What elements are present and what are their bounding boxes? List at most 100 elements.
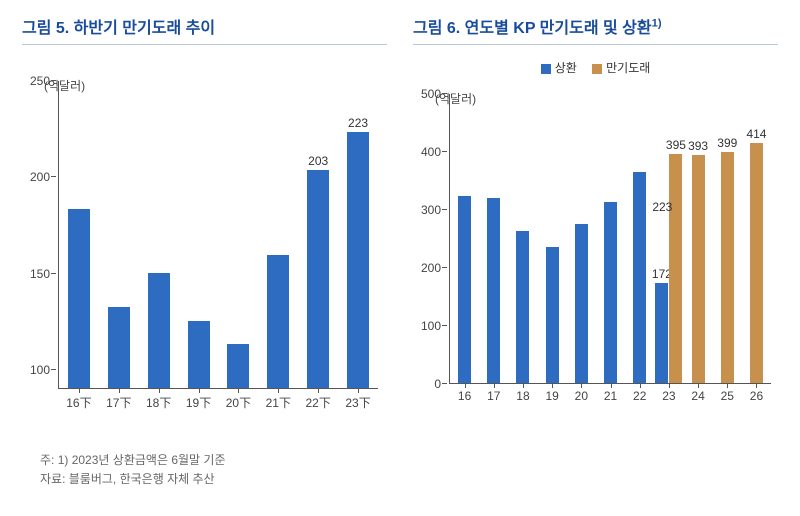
xtick-label: 23下 — [338, 394, 378, 411]
chart-right-title-sup: 1) — [652, 18, 662, 30]
bar-value-label: 414 — [746, 127, 766, 141]
bar: 393 — [692, 155, 705, 383]
bar — [575, 224, 588, 383]
bar-value-label: 393 — [688, 139, 708, 153]
bar-sub-label: 223 — [652, 200, 672, 214]
xtick-label: 21 — [596, 389, 625, 403]
chart-left-legend-spacer — [22, 59, 387, 75]
xtick-label: 17 — [479, 389, 508, 403]
chart-left-bars: 20322316下17下18下19下20下21下22下23下 — [58, 81, 378, 389]
xtick-label: 25 — [713, 389, 742, 403]
bar — [68, 209, 90, 388]
bar-slot — [625, 172, 654, 383]
bar-slot — [59, 209, 99, 388]
panel-right: 그림 6. 연도별 KP 만기도래 및 상환1) 상환 만기도래 (억달러) 0… — [413, 14, 778, 411]
bar-slot: 172395223 — [654, 154, 683, 383]
bar-slot: 399 — [713, 152, 742, 383]
legend-item-mature: 만기도래 — [592, 59, 650, 76]
legend-swatch-mature — [592, 64, 602, 74]
chart-right: (억달러) 0100200300400500 17239522339339941… — [413, 94, 778, 406]
footnote-1: 주: 1) 2023년 상환금액은 6월말 기준 — [40, 451, 778, 470]
bar — [604, 202, 617, 383]
footnotes: 주: 1) 2023년 상환금액은 6월말 기준 자료: 블룸버그, 한국은행 … — [22, 451, 778, 489]
bar-slot — [596, 202, 625, 383]
ytick-label: 200 — [421, 261, 441, 275]
bar-value-label: 203 — [308, 154, 328, 168]
bar — [487, 198, 500, 383]
bar — [188, 321, 210, 388]
bar: 395 — [669, 154, 682, 383]
ytick-label: 400 — [421, 145, 441, 159]
chart-left: (억달러) 100150200250 20322316下17下18下19下20下… — [22, 81, 387, 411]
ytick-label: 200 — [30, 170, 50, 184]
ytick-label: 500 — [421, 87, 441, 101]
bar-slot — [567, 224, 596, 383]
xtick-label: 22下 — [298, 394, 338, 411]
bar: 203 — [307, 170, 329, 388]
xtick-label: 18下 — [139, 394, 179, 411]
xtick-label: 16下 — [59, 394, 99, 411]
bar-slot — [179, 321, 219, 388]
xtick-label: 19 — [538, 389, 567, 403]
bar-slot — [538, 247, 567, 383]
bar-slot — [508, 231, 537, 383]
bar — [148, 273, 170, 389]
xtick-label: 18 — [508, 389, 537, 403]
xtick-label: 23 — [654, 389, 683, 403]
bar: 172 — [655, 283, 668, 383]
xtick-label: 17下 — [99, 394, 139, 411]
bar: 399 — [721, 152, 734, 383]
legend-label-repay: 상환 — [555, 61, 577, 75]
bar-slot — [258, 255, 298, 388]
ytick-label: 100 — [421, 319, 441, 333]
footnote-2: 자료: 블룸버그, 한국은행 자체 추산 — [40, 470, 778, 489]
bar-slot: 223 — [338, 132, 378, 388]
xtick-label: 22 — [625, 389, 654, 403]
ytick-label: 250 — [30, 74, 50, 88]
xtick-label: 20下 — [219, 394, 259, 411]
bar-slot — [479, 198, 508, 383]
bar-value-label: 395 — [666, 138, 686, 152]
bar — [227, 344, 249, 388]
legend-swatch-repay — [541, 64, 551, 74]
chart-right-title: 그림 6. 연도별 KP 만기도래 및 상환1) — [413, 14, 778, 45]
chart-right-title-text: 그림 6. 연도별 KP 만기도래 및 상환 — [413, 20, 652, 37]
bar — [516, 231, 529, 383]
panel-left: 그림 5. 하반기 만기도래 추이 (억달러) 100150200250 203… — [22, 14, 387, 411]
bar-slot — [139, 273, 179, 389]
bar: 414 — [750, 143, 763, 383]
chart-right-xaxis: 1617181920212223242526 — [450, 389, 771, 403]
bar-value-label: 223 — [348, 116, 368, 130]
xtick-label: 24 — [684, 389, 713, 403]
chart-right-bars: 1723952233933994141617181920212223242526 — [449, 94, 771, 384]
chart-right-plot: 0100200300400500 17239522339339941416171… — [449, 94, 771, 384]
bar — [458, 196, 471, 383]
xtick-label: 19下 — [179, 394, 219, 411]
xtick-label: 21下 — [258, 394, 298, 411]
bar-slot — [99, 307, 139, 388]
bar-slot: 414 — [742, 143, 771, 383]
chart-left-title: 그림 5. 하반기 만기도래 추이 — [22, 14, 387, 45]
legend-label-mature: 만기도래 — [606, 61, 650, 75]
bar-slot: 203 — [298, 170, 338, 388]
legend-item-repay: 상환 — [541, 59, 577, 76]
bar-slot — [450, 196, 479, 383]
bar: 223 — [347, 132, 369, 388]
bar — [108, 307, 130, 388]
ytick-label: 150 — [30, 267, 50, 281]
bar — [267, 255, 289, 388]
bar-slot — [219, 344, 259, 388]
xtick-label: 16 — [450, 389, 479, 403]
chart-right-legend: 상환 만기도래 — [413, 59, 778, 76]
chart-left-plot: 100150200250 20322316下17下18下19下20下21下22下… — [58, 81, 378, 389]
bar — [633, 172, 646, 383]
ytick-label: 100 — [30, 363, 50, 377]
ytick-label: 300 — [421, 203, 441, 217]
xtick-label: 20 — [567, 389, 596, 403]
bar-value-label: 399 — [717, 136, 737, 150]
ytick-label: 0 — [434, 377, 441, 391]
xtick-label: 26 — [742, 389, 771, 403]
bar — [546, 247, 559, 383]
bar-slot: 393 — [684, 155, 713, 383]
chart-left-xaxis: 16下17下18下19下20下21下22下23下 — [59, 394, 378, 411]
